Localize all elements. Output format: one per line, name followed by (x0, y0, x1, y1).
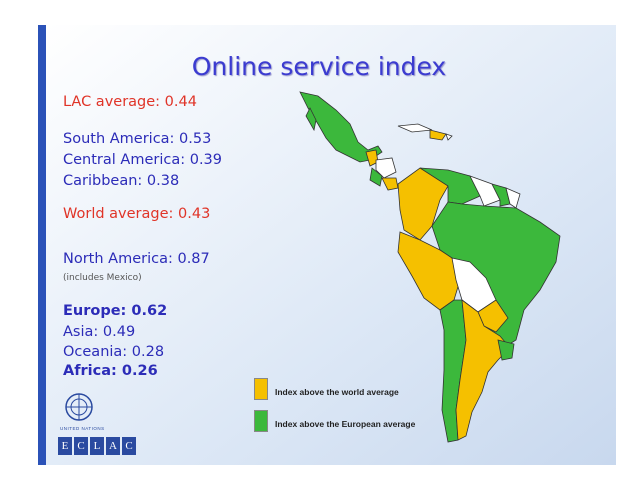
stat: World average: 0.43 (63, 206, 211, 222)
stat: LAC average: 0.44 (63, 94, 197, 110)
eclac-letter: A (106, 437, 120, 455)
stat: North America: 0.87 (63, 251, 210, 267)
legend-swatch (254, 378, 268, 400)
stat: Caribbean: 0.38 (63, 173, 180, 189)
stat: Asia: 0.49 (63, 324, 136, 340)
eclac-letter: E (58, 437, 72, 455)
stat: South America: 0.53 (63, 131, 212, 147)
legend-label: Index above the world average (275, 387, 399, 397)
stat: Oceania: 0.28 (63, 344, 165, 360)
eclac-letter: C (122, 437, 136, 455)
note: (includes Mexico) (63, 273, 142, 283)
un-text: UNITED NATIONS (60, 426, 105, 431)
map (299, 91, 561, 443)
legend-label: Index above the European average (275, 419, 416, 429)
stat: Africa: 0.26 (63, 363, 158, 379)
legend-swatch (254, 410, 268, 432)
title: Online service index (191, 52, 447, 81)
stat: Central America: 0.39 (63, 152, 222, 168)
stat: Europe: 0.62 (63, 303, 168, 319)
un-emblem (65, 393, 93, 421)
eclac-letter: C (74, 437, 88, 455)
eclac-letter: L (90, 437, 104, 455)
